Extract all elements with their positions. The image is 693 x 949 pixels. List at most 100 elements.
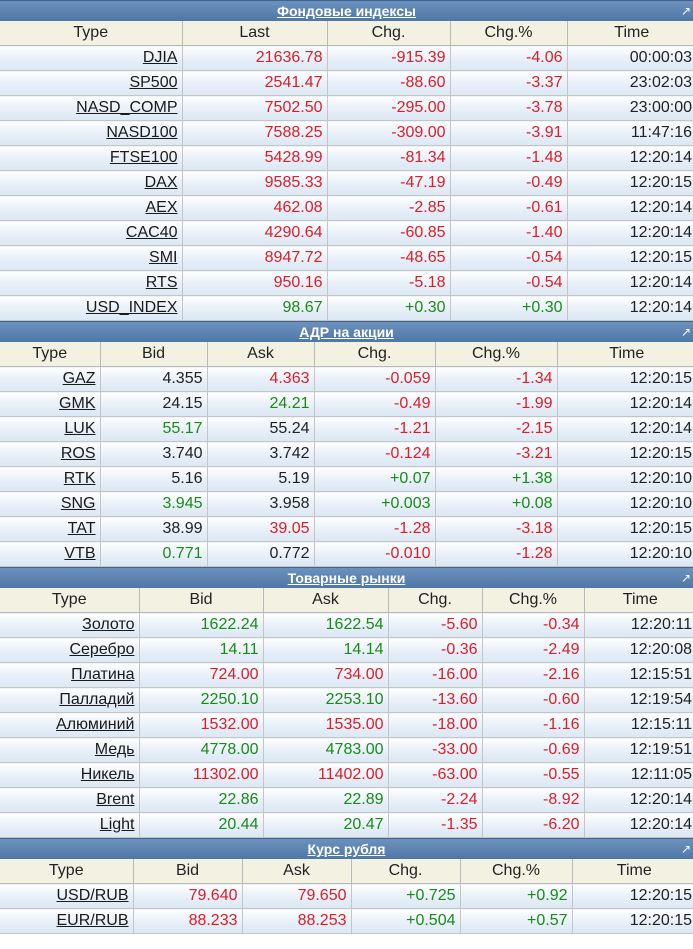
symbol-link[interactable]: GAZ [62,370,96,387]
symbol-link[interactable]: GMK [59,395,96,412]
ask-cell: 2253.10 [263,687,389,713]
pct-cell: -3.37 [450,70,568,96]
column-header[interactable]: Last [182,21,328,46]
column-header[interactable]: Chg. [388,588,483,613]
symbol-cell: Платина [0,662,140,688]
symbol-link[interactable]: Brent [96,791,135,808]
column-header[interactable]: Type [0,859,134,884]
expand-icon[interactable]: ↗ [680,571,691,585]
section-title-link[interactable]: Фондовые индексы [277,3,416,19]
section-title-link[interactable]: АДР на акции [299,324,394,340]
column-header[interactable]: Time [584,588,693,613]
ask-cell: 88.253 [242,908,352,934]
column-header[interactable]: Chg. [314,342,436,367]
column-header[interactable]: Chg.% [450,21,568,46]
symbol-link[interactable]: VTB [64,545,96,562]
column-header[interactable]: Type [0,21,183,46]
column-header[interactable]: Ask [242,859,352,884]
column-header[interactable]: Time [567,21,693,46]
table-row: GMK 24.15 24.21 -0.49 -1.99 12:20:14 [0,391,693,417]
symbol-cell: FTSE100 [0,145,183,171]
symbol-link[interactable]: RTS [145,274,178,291]
ask-cell: 20.47 [263,812,389,838]
symbol-link[interactable]: RTK [63,470,96,487]
symbol-link[interactable]: USD/RUB [56,887,129,904]
column-header[interactable]: Time [572,859,693,884]
symbol-link[interactable]: AEX [145,199,178,216]
symbol-link[interactable]: Серебро [69,641,135,658]
column-header[interactable]: Bid [100,342,208,367]
section-header: АДР на акции ↗ [0,321,693,342]
symbol-link[interactable]: ROS [60,445,96,462]
pct-cell: -2.15 [435,416,558,442]
symbol-link[interactable]: NASD100 [106,124,178,141]
symbol-link[interactable]: Платина [71,666,135,683]
expand-icon[interactable]: ↗ [680,842,691,856]
symbol-link[interactable]: TAT [67,520,96,537]
column-header[interactable]: Chg. [327,21,451,46]
symbol-link[interactable]: Алюминий [56,716,135,733]
symbol-link[interactable]: SNG [60,495,96,512]
column-header[interactable]: Chg.% [435,342,558,367]
ask-cell: 4.363 [207,366,315,392]
time-cell: 12:20:14 [567,145,693,171]
table-row: DAX 9585.33 -47.19 -0.49 12:20:15 [0,170,693,196]
symbol-link[interactable]: CAC40 [125,224,178,241]
time-cell: 12:20:11 [584,612,693,638]
table-row: EUR/RUB 88.233 88.253 +0.504 +0.57 12:20:15 [0,908,693,934]
symbol-link[interactable]: DJIA [142,49,178,66]
symbol-link[interactable]: NASD_COMP [76,99,178,116]
chg-cell: -915.39 [327,45,451,71]
table-row: Серебро 14.11 14.14 -0.36 -2.49 12:20:08 [0,637,693,663]
symbol-link[interactable]: LUK [64,420,96,437]
pct-cell: -3.21 [435,441,558,467]
symbol-link[interactable]: DAX [144,174,178,191]
symbol-link[interactable]: EUR/RUB [56,912,129,929]
bid-cell: 88.233 [133,908,243,934]
bid-cell: 724.00 [139,662,264,688]
column-header[interactable]: Bid [139,588,264,613]
column-header[interactable]: Chg.% [460,859,573,884]
last-cell: 21636.78 [182,45,328,71]
column-header[interactable]: Bid [133,859,243,884]
column-header[interactable]: Ask [207,342,315,367]
column-header[interactable]: Chg. [351,859,461,884]
pct-cell: -2.49 [482,637,585,663]
section-title-link[interactable]: Курс рубля [307,841,386,857]
pct-cell: -1.40 [450,220,568,246]
column-header[interactable]: Type [0,588,140,613]
chg-cell: -18.00 [388,712,483,738]
expand-icon[interactable]: ↗ [680,325,691,339]
bid-cell: 38.99 [100,516,208,542]
pct-cell: -2.16 [482,662,585,688]
column-header[interactable]: Type [0,342,101,367]
header-row: Type Last Chg. Chg.% Time [0,21,693,46]
symbol-link[interactable]: FTSE100 [109,149,178,166]
expand-icon[interactable]: ↗ [680,4,691,18]
pct-cell: -4.06 [450,45,568,71]
column-header[interactable]: Chg.% [482,588,585,613]
symbol-link[interactable]: SMI [149,249,178,266]
column-header[interactable]: Ask [263,588,389,613]
quotes-table: Type Bid Ask Chg. Chg.% Time USD/RUB 79.640 79.6… [0,859,693,934]
symbol-link[interactable]: USD_INDEX [85,299,178,316]
symbol-link[interactable]: Медь [94,741,135,758]
pct-cell: -0.60 [482,687,585,713]
symbol-link[interactable]: Никель [80,766,135,783]
symbol-link[interactable]: Палладий [59,691,135,708]
table-row: GAZ 4.355 4.363 -0.059 -1.34 12:20:15 [0,366,693,392]
section-title-link[interactable]: Товарные рынки [287,570,406,586]
section-header: Фондовые индексы ↗ [0,0,693,21]
symbol-cell: RTS [0,270,183,296]
time-cell: 12:20:14 [557,416,693,442]
symbol-link[interactable]: Light [99,816,135,833]
section-ruble: Курс рубля ↗ Type Bid Ask Chg. Chg.% Time USD/RU… [0,838,693,934]
symbol-link[interactable]: SP500 [129,74,178,91]
symbol-cell: Медь [0,737,140,763]
last-cell: 8947.72 [182,245,328,271]
symbol-link[interactable]: Золото [82,616,135,633]
column-header[interactable]: Time [557,342,693,367]
table-row: CAC40 4290.64 -60.85 -1.40 12:20:14 [0,220,693,246]
bid-cell: 79.640 [133,883,243,909]
bid-cell: 22.86 [139,787,264,813]
